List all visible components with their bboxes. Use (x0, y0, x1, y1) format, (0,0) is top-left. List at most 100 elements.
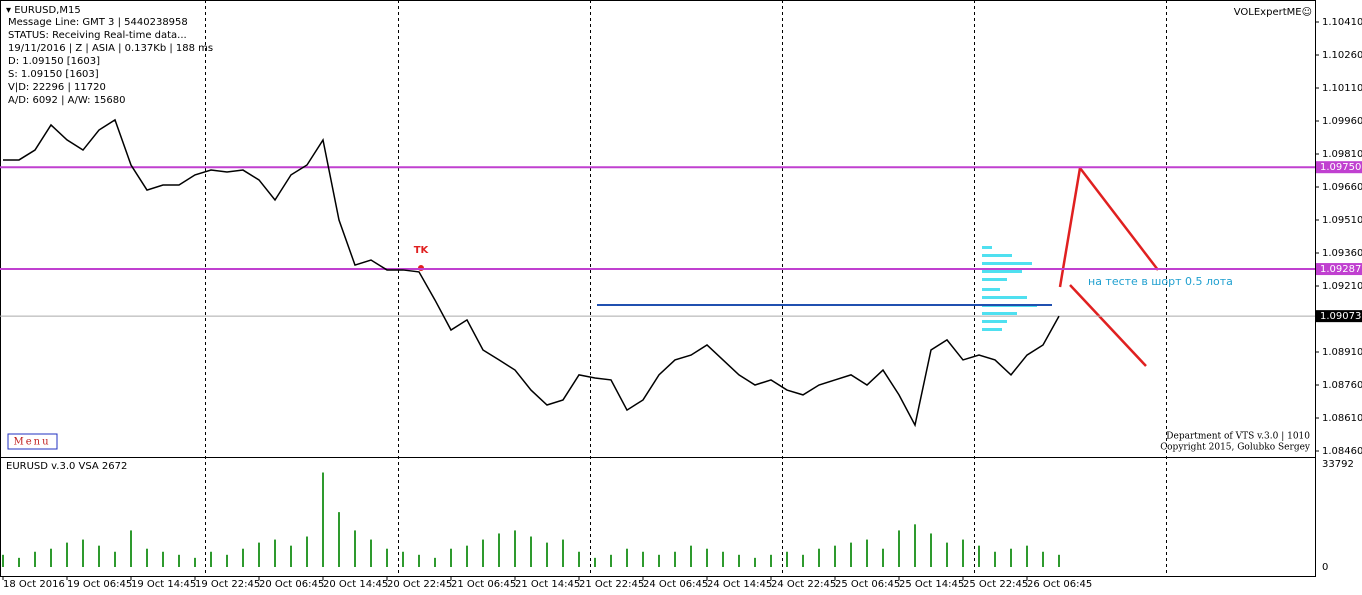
volume-bar (290, 545, 292, 567)
expert-name: VOLExpertME☺ (1234, 7, 1312, 18)
volume-bar (1026, 545, 1028, 567)
volume-bar (1042, 551, 1044, 567)
volume-bar (18, 557, 20, 567)
time-label: 18 Oct 2016 (3, 579, 65, 590)
price-label: 1.09360 (1322, 248, 1362, 259)
volume-bar (50, 548, 52, 567)
volume-title: EURUSD v.3.0 VSA 2672 (6, 461, 127, 472)
price-label: 1.08610 (1322, 413, 1362, 424)
time-label: 24 Oct 14:45 (707, 579, 772, 590)
volume-bar (82, 539, 84, 567)
volume-bar (754, 557, 756, 567)
annotation-arrows (1058, 167, 1159, 367)
symbol-text: EURUSD,M15 (14, 5, 80, 16)
volume-bar (562, 539, 564, 567)
info-line: A/D: 6092 | A/W: 15680 (8, 95, 126, 106)
volume-tick-label: 33792 (1322, 459, 1354, 470)
current-price-box (1316, 310, 1362, 323)
volume-bar (178, 554, 180, 567)
price-label: 1.10410 (1322, 17, 1362, 28)
volume-bar (242, 548, 244, 567)
level-label: 1.09287 (1320, 264, 1361, 275)
volume-bar (434, 557, 436, 567)
volume-bar (322, 472, 324, 567)
chart-frame (0, 0, 1316, 577)
volume-bar (930, 533, 932, 567)
volume-bar (146, 548, 148, 567)
volume-bar (1010, 548, 1012, 567)
price-label: 1.09660 (1322, 182, 1362, 193)
info-line: STATUS: Receiving Real-time data... (8, 30, 187, 41)
info-panel: Message Line: GMT 3 | 5440238958 STATUS: … (8, 17, 213, 106)
volume-bar (34, 551, 36, 567)
volume-bar (226, 554, 228, 567)
volume-bar (850, 542, 852, 567)
volume-bar (1058, 554, 1060, 567)
time-label: 26 Oct 06:45 (1027, 579, 1092, 590)
volume-bar (402, 551, 404, 567)
note: на тесте в шорт 0.5 лота (1088, 275, 1233, 288)
volume-bar (338, 512, 340, 567)
volume-bar (690, 545, 692, 567)
menu-label[interactable]: Menu (13, 437, 50, 448)
volume-bar (818, 548, 820, 567)
volume-bar (98, 545, 100, 567)
volume-bar (738, 554, 740, 567)
time-label: 19 Oct 22:45 (195, 579, 260, 590)
volume-bar (450, 548, 452, 567)
footer-line: Copyright 2015, Golubko Sergey (1160, 443, 1311, 453)
volume-bar (866, 539, 868, 567)
volume-bar (530, 536, 532, 567)
volume-bar (674, 551, 676, 567)
volume-bar (882, 548, 884, 567)
volume-bar (594, 557, 596, 567)
price-label: 1.08460 (1322, 446, 1362, 457)
info-line: D: 1.09150 [1603] (8, 56, 100, 67)
volume-bar (626, 548, 628, 567)
time-label: 21 Oct 22:45 (579, 579, 644, 590)
price-label: 1.10260 (1322, 50, 1362, 61)
tk-marker (418, 265, 424, 271)
volume-bar (66, 542, 68, 567)
volume-bar (834, 545, 836, 567)
price-label: 1.09210 (1322, 281, 1362, 292)
time-label: 20 Oct 22:45 (387, 579, 452, 590)
volume-bar (2, 554, 4, 567)
volume-bar (546, 542, 548, 567)
price-label: 1.09960 (1322, 116, 1362, 127)
day-separators (205, 0, 1167, 576)
info-line: S: 1.09150 [1603] (8, 69, 99, 80)
time-label: 20 Oct 14:45 (323, 579, 388, 590)
level-box (1316, 161, 1362, 174)
volume-bar (162, 551, 164, 567)
current-price-label: 1.09073 (1320, 311, 1361, 322)
volume-bar (962, 539, 964, 567)
volume-bar (658, 554, 660, 567)
volume-bar (642, 551, 644, 567)
volume-bar (946, 542, 948, 567)
volume-bar (610, 554, 612, 567)
info-line: 19/11/2016 | Z | ASIA | 0.137Kb | 188 ms (8, 43, 213, 54)
info-line: V|D: 22296 | 11720 (8, 82, 106, 93)
price-label: 1.10110 (1322, 83, 1362, 94)
time-label: 25 Oct 22:45 (963, 579, 1028, 590)
time-label: 19 Oct 06:45 (67, 579, 132, 590)
time-label: 24 Oct 06:45 (643, 579, 708, 590)
volume-bar (370, 539, 372, 567)
volume-bar (978, 545, 980, 567)
menu-button[interactable] (7, 433, 58, 450)
volume-bar (722, 551, 724, 567)
volume-bar (306, 536, 308, 567)
price-label: 1.09810 (1322, 149, 1362, 160)
price-label: 1.08910 (1322, 347, 1362, 358)
time-label: 24 Oct 22:45 (771, 579, 836, 590)
volume-bar (770, 554, 772, 567)
volume-bar (274, 539, 276, 567)
time-label: 25 Oct 14:45 (899, 579, 964, 590)
volume-bar (258, 542, 260, 567)
price-label: 1.09510 (1322, 215, 1362, 226)
time-label: 20 Oct 06:45 (259, 579, 324, 590)
time-label: 21 Oct 06:45 (451, 579, 516, 590)
